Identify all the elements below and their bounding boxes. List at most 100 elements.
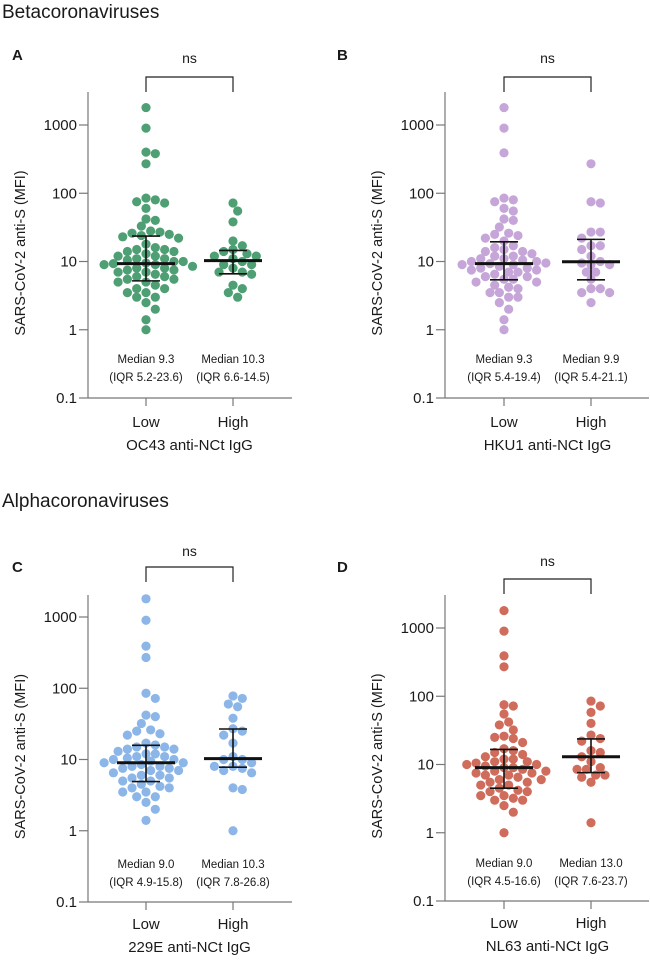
data-point bbox=[132, 272, 142, 282]
data-point bbox=[141, 641, 151, 651]
data-point bbox=[494, 720, 504, 730]
y-tick-label: 1000 bbox=[44, 117, 77, 134]
y-tick-label: 1000 bbox=[401, 620, 434, 637]
x-tick-label: Low bbox=[132, 414, 160, 431]
data-point bbox=[480, 761, 490, 771]
data-point bbox=[178, 256, 188, 267]
y-axis-label: SARS-CoV-2 anti-S (MFI) bbox=[370, 673, 386, 838]
data-point bbox=[132, 751, 142, 762]
data-point bbox=[141, 203, 151, 213]
data-point bbox=[141, 797, 151, 807]
data-point bbox=[223, 288, 233, 298]
data-point bbox=[586, 227, 596, 237]
data-point bbox=[522, 757, 532, 767]
data-point bbox=[155, 227, 165, 237]
panel-c: C 0.1 1 10 100 1000 SARS-CoV-2 anti-S (MFI) 229… bbox=[12, 543, 292, 956]
data-point bbox=[508, 701, 518, 711]
data-point bbox=[499, 709, 509, 719]
data-point bbox=[577, 736, 587, 746]
x-axis-label: HKU1 anti-NCt IgG bbox=[484, 437, 612, 454]
data-point bbox=[504, 780, 514, 790]
data-point bbox=[595, 701, 605, 711]
panel-d: D 0.1 1 10 100 1000 SARS-CoV-2 anti-S (MFI) NL6… bbox=[337, 553, 649, 955]
data-point bbox=[141, 594, 151, 604]
data-point bbox=[122, 744, 132, 754]
significance-label: ns bbox=[182, 543, 197, 559]
data-point bbox=[141, 277, 151, 287]
data-point bbox=[586, 730, 596, 740]
data-point bbox=[209, 761, 219, 772]
x-tick-label: High bbox=[218, 414, 249, 431]
data-point bbox=[150, 280, 160, 290]
data-point bbox=[577, 772, 587, 782]
data-point bbox=[247, 768, 257, 778]
data-point bbox=[513, 284, 523, 294]
data-point bbox=[141, 652, 151, 663]
data-point bbox=[485, 777, 495, 787]
data-point bbox=[595, 227, 605, 237]
y-tick-label: 100 bbox=[52, 680, 77, 697]
data-point bbox=[499, 102, 509, 113]
data-point bbox=[499, 325, 509, 335]
data-point bbox=[155, 781, 165, 791]
data-point bbox=[141, 288, 151, 298]
median-annotation: Median 9.9 bbox=[563, 354, 620, 366]
data-point bbox=[164, 783, 174, 793]
data-point bbox=[247, 269, 257, 279]
data-point bbox=[164, 773, 174, 783]
significance-label: ns bbox=[540, 50, 555, 66]
data-point bbox=[233, 292, 243, 302]
data-point bbox=[499, 203, 509, 213]
data-point bbox=[136, 221, 146, 231]
median-annotation: Median 9.3 bbox=[476, 354, 533, 366]
x-tick-label: High bbox=[576, 414, 607, 431]
data-point bbox=[480, 246, 490, 257]
iqr-annotation: (IQR 4.5-16.6) bbox=[467, 876, 541, 888]
data-point bbox=[508, 195, 518, 205]
data-point bbox=[146, 725, 156, 735]
data-point bbox=[228, 783, 238, 793]
data-point bbox=[527, 249, 537, 259]
median-annotation: Median 9.3 bbox=[118, 354, 175, 366]
data-point bbox=[141, 123, 151, 133]
data-point bbox=[504, 717, 514, 727]
data-point bbox=[508, 745, 518, 756]
data-point bbox=[499, 148, 509, 158]
data-point bbox=[164, 763, 174, 774]
iqr-annotation: (IQR 5.4-19.4) bbox=[467, 372, 541, 384]
data-point bbox=[504, 770, 514, 780]
y-tick-label: 1000 bbox=[44, 609, 77, 626]
data-point bbox=[132, 792, 142, 802]
data-point bbox=[490, 197, 500, 207]
iqr-annotation: (IQR 5.4-21.1) bbox=[554, 372, 628, 384]
data-point bbox=[499, 626, 509, 636]
data-point bbox=[141, 688, 151, 698]
y-tick-label: 10 bbox=[417, 757, 434, 774]
data-point bbox=[150, 195, 160, 205]
data-point bbox=[499, 800, 509, 811]
data-point bbox=[132, 244, 142, 255]
data-point bbox=[242, 249, 252, 259]
data-point bbox=[122, 730, 132, 740]
data-point bbox=[490, 251, 500, 261]
data-point bbox=[490, 280, 500, 290]
data-point bbox=[247, 758, 257, 768]
data-point bbox=[586, 696, 596, 706]
y-axis-label: SARS-CoV-2 anti-S (MFI) bbox=[13, 170, 29, 335]
data-point bbox=[160, 263, 170, 273]
y-tick-label: 0.1 bbox=[413, 390, 434, 407]
data-point bbox=[504, 228, 514, 238]
data-point bbox=[141, 325, 151, 335]
data-point bbox=[160, 751, 170, 762]
data-point bbox=[132, 254, 142, 264]
data-point bbox=[228, 280, 238, 290]
data-point bbox=[223, 699, 233, 709]
data-point bbox=[499, 662, 509, 672]
data-point bbox=[513, 785, 523, 795]
data-point bbox=[504, 292, 514, 302]
data-point bbox=[476, 254, 486, 264]
data-point bbox=[228, 217, 238, 227]
data-point bbox=[150, 215, 160, 226]
data-point bbox=[160, 742, 170, 752]
